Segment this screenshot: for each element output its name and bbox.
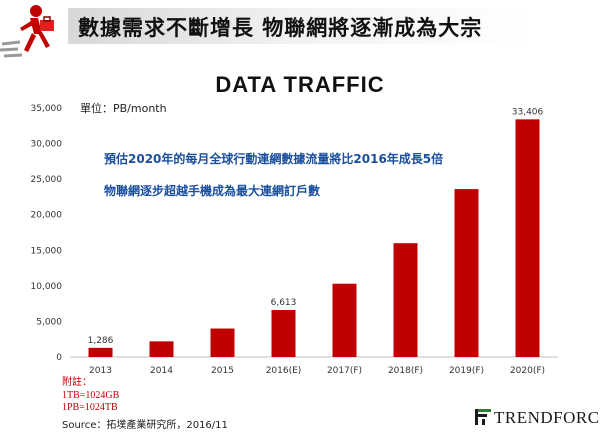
data-label: 6,613	[271, 298, 297, 308]
y-tick-label: 15,000	[31, 246, 63, 256]
data-label: 33,406	[512, 107, 544, 117]
brand-logo: TRENDFORCE	[474, 406, 600, 428]
header-band: 數據需求不斷增長 物聯網將逐漸成為大宗	[0, 0, 600, 58]
x-tick-label: 2017(F)	[327, 366, 362, 376]
x-tick-label: 2013	[89, 366, 112, 376]
bar-2017(F)	[332, 283, 357, 357]
page-title: 數據需求不斷增長 物聯網將逐漸成為大宗	[78, 16, 483, 40]
bar-2013	[88, 347, 113, 357]
y-tick-label: 35,000	[31, 104, 63, 114]
note-line-tb: 1TB=1024GB	[62, 390, 120, 401]
note-line-pb: 1PB=1024TB	[62, 402, 118, 413]
bar-2015	[210, 328, 235, 357]
bar-2020(F)	[515, 119, 540, 357]
header-title-box: 數據需求不斷增長 物聯網將逐漸成為大宗	[68, 8, 526, 44]
x-tick-label: 2019(F)	[449, 366, 484, 376]
source-text: Source：拓墣產業研究所，2016/11	[62, 420, 228, 431]
note-heading: 附註：	[62, 377, 92, 388]
y-tick-label: 5,000	[36, 317, 62, 327]
data-label: 1,286	[88, 336, 114, 346]
x-tick-label: 2018(F)	[388, 366, 423, 376]
y-tick-label: 20,000	[31, 211, 63, 221]
y-tick-label: 10,000	[31, 282, 63, 292]
bar-2018(F)	[393, 243, 418, 357]
bar-2016(E)	[271, 309, 296, 357]
x-tick-label: 2014	[150, 366, 173, 376]
brand-name: TRENDFORCE	[494, 408, 600, 427]
x-tick-label: 2016(E)	[266, 366, 302, 376]
trendforce-logo-mark-icon	[475, 409, 491, 425]
running-figure-icon	[0, 5, 54, 58]
y-tick-label: 25,000	[31, 175, 63, 185]
x-tick-label: 2020(F)	[510, 366, 545, 376]
bar-2019(F)	[454, 189, 479, 357]
unit-label: 單位：PB/month	[80, 102, 167, 115]
x-tick-label: 2015	[211, 366, 234, 376]
y-tick-label: 0	[56, 353, 62, 363]
chart-title: DATA TRAFFIC	[215, 72, 385, 97]
annotation-growth: 預估2020年的每月全球行動連網數據流量將比2016年成長5倍	[104, 152, 444, 166]
y-tick-label: 30,000	[31, 140, 63, 150]
bar-2014	[149, 341, 174, 357]
annotation-iot: 物聯網逐步超越手機成為最大連網訂戶數	[104, 184, 321, 198]
